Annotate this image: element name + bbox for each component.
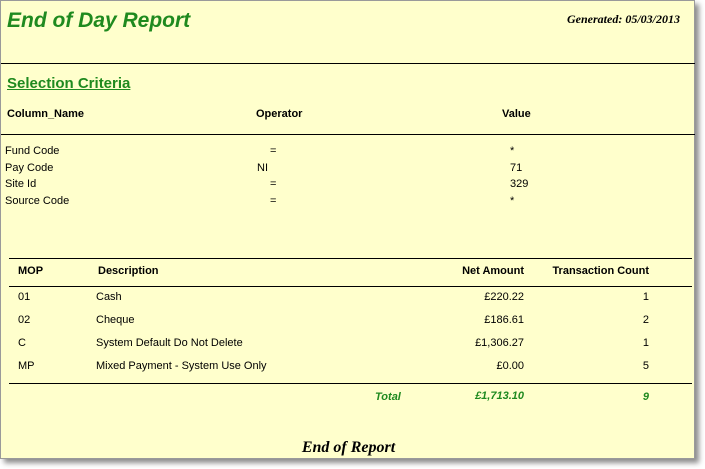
- criteria-operator: =: [270, 145, 277, 157]
- mop-code: C: [18, 337, 26, 349]
- summary-header-transaction-count: Transaction Count: [552, 265, 649, 277]
- total-count: 9: [642, 391, 649, 403]
- criteria-header-column-name: Column_Name: [7, 108, 85, 120]
- criteria-column-name: Source Code: [5, 195, 70, 207]
- net-amount: £0.00: [496, 360, 524, 372]
- summary-header-mop: MOP: [18, 265, 44, 277]
- criteria-header-divider: [1, 134, 695, 135]
- title-divider: [1, 63, 695, 64]
- total-divider: [9, 383, 692, 384]
- criteria-header-operator: Operator: [256, 108, 303, 120]
- criteria-column-name: Pay Code: [5, 162, 54, 174]
- criteria-operator: =: [270, 195, 277, 207]
- transaction-count: 2: [642, 314, 649, 326]
- generated-date: Generated: 05/03/2013: [567, 12, 680, 26]
- report-footer: End of Report: [301, 439, 396, 456]
- mop-code: 02: [18, 314, 31, 326]
- transaction-count: 1: [642, 337, 649, 349]
- summary-header-description: Description: [98, 265, 159, 277]
- transaction-count: 5: [642, 360, 649, 372]
- report-title: End of Day Report: [7, 9, 191, 32]
- summary-top-divider: [9, 258, 692, 259]
- net-amount: £186.61: [484, 314, 524, 326]
- criteria-column-name: Fund Code: [5, 145, 60, 157]
- criteria-header-value: Value: [502, 108, 531, 120]
- summary-header-divider: [9, 286, 692, 287]
- total-amount: £1,713.10: [475, 390, 524, 402]
- net-amount: £1,306.27: [475, 337, 524, 349]
- criteria-value: 71: [510, 162, 523, 174]
- mop-description: System Default Do Not Delete: [96, 337, 243, 349]
- net-amount: £220.22: [484, 291, 524, 303]
- transaction-count: 1: [642, 291, 649, 303]
- criteria-column-name: Site Id: [5, 178, 37, 190]
- mop-code: MP: [18, 360, 35, 372]
- criteria-operator: NI: [257, 162, 268, 174]
- mop-description: Cash: [96, 291, 122, 303]
- criteria-value: *: [510, 195, 515, 207]
- mop-description: Mixed Payment - System Use Only: [96, 360, 267, 372]
- report-page: End of Day Report Generated: 05/03/2013 …: [0, 0, 695, 459]
- section-title: Selection Criteria: [7, 75, 131, 92]
- total-label: Total: [375, 391, 401, 403]
- criteria-operator: =: [270, 178, 277, 190]
- mop-description: Cheque: [96, 314, 135, 326]
- summary-header-net-amount: Net Amount: [462, 265, 524, 277]
- criteria-value: 329: [510, 178, 529, 190]
- criteria-value: *: [510, 145, 515, 157]
- mop-code: 01: [18, 291, 31, 303]
